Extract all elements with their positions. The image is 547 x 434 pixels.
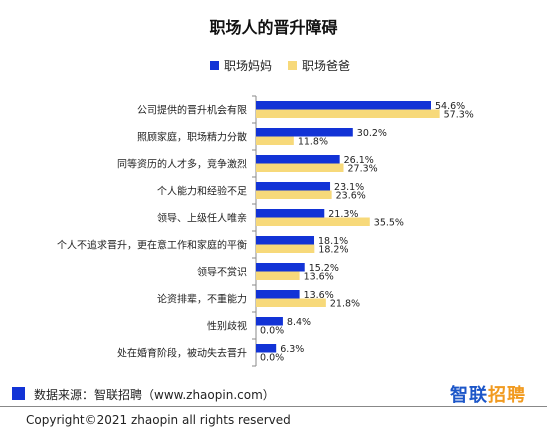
data-label-dad: 23.6% [336, 191, 366, 202]
data-label-dad: 0.0% [260, 326, 284, 337]
bar-mom [256, 236, 315, 245]
legend-item-dad: 职场爸爸 [288, 57, 350, 74]
bar-dad [256, 190, 332, 199]
legend-swatch-mom [210, 60, 219, 70]
category-label: 个人能力和经验不足 [157, 185, 247, 198]
source-marker [12, 387, 25, 400]
data-label-dad: 35.5% [374, 218, 404, 229]
bar-mom [256, 209, 325, 218]
bar-mom [256, 182, 331, 191]
data-label-mom: 13.6% [304, 290, 334, 301]
bar-mom [256, 128, 353, 137]
data-label-dad: 27.3% [348, 164, 378, 175]
bar-mom [256, 290, 300, 299]
data-label-mom: 18.1% [318, 236, 348, 247]
data-label-dad: 57.3% [444, 110, 474, 121]
source-text: 数据来源：智联招聘（www.zhaopin.com） [34, 388, 275, 402]
data-label-mom: 6.3% [280, 344, 304, 355]
bar-dad [256, 136, 294, 145]
category-label: 同等资历的人才多，竞争激烈 [117, 158, 247, 171]
zhaopin-logo: 智联招聘 [450, 381, 526, 407]
bar-dad [256, 217, 370, 226]
logo-text-part2: 招聘 [488, 385, 526, 406]
data-label-mom: 30.2% [357, 128, 387, 139]
data-label-dad: 11.8% [298, 137, 328, 148]
data-label-mom: 26.1% [344, 155, 374, 166]
data-label-dad: 13.6% [304, 272, 334, 283]
bar-mom [256, 101, 431, 110]
chart-title: 职场人的晋升障碍 [209, 18, 338, 37]
data-label-mom: 8.4% [287, 317, 311, 328]
bar-mom [256, 317, 283, 326]
logo-text-part1: 智联 [450, 385, 488, 406]
bar-dad [256, 298, 326, 307]
footer-divider [0, 406, 547, 407]
bar-dad [256, 109, 440, 118]
bar-mom [256, 155, 340, 164]
bar-dad [256, 271, 300, 280]
category-label: 领导、上级任人唯亲 [157, 212, 247, 225]
bar-mom [256, 344, 277, 353]
category-label: 个人不追求晋升，更在意工作和家庭的平衡 [57, 239, 247, 252]
category-label: 公司提供的晋升机会有限 [137, 104, 247, 117]
legend-label-mom: 职场妈妈 [224, 58, 273, 73]
legend-item-mom: 职场妈妈 [210, 57, 272, 74]
data-label-mom: 23.1% [334, 182, 364, 193]
bar-chart: 公司提供的晋升机会有限 54.6%57.3% 照顾家庭，职场精力分散 30.2% 11.… [57, 95, 474, 367]
data-label-mom: 21.3% [328, 209, 358, 220]
bar-dad [256, 163, 344, 172]
legend-label-dad: 职场爸爸 [302, 58, 351, 73]
bar-mom [256, 263, 305, 272]
data-label-dad: 18.2% [318, 245, 348, 256]
data-label-mom: 15.2% [309, 263, 339, 274]
legend: 职场妈妈 职场爸爸 [210, 57, 366, 73]
data-label-mom: 54.6% [435, 101, 465, 112]
bar-dad [256, 244, 315, 253]
legend-swatch-dad [288, 60, 298, 70]
data-label-dad: 0.0% [260, 353, 284, 364]
category-label: 照顾家庭，职场精力分散 [137, 131, 247, 144]
category-label: 领导不赏识 [197, 266, 247, 279]
copyright-text: Copyright©2021 zhaopin all rights reserv… [26, 413, 291, 427]
category-label: 论资排辈，不重能力 [157, 293, 247, 306]
category-label: 处在婚育阶段，被动失去晋升 [117, 347, 247, 360]
data-label-dad: 21.8% [330, 299, 360, 310]
category-label: 性别歧视 [207, 320, 247, 333]
